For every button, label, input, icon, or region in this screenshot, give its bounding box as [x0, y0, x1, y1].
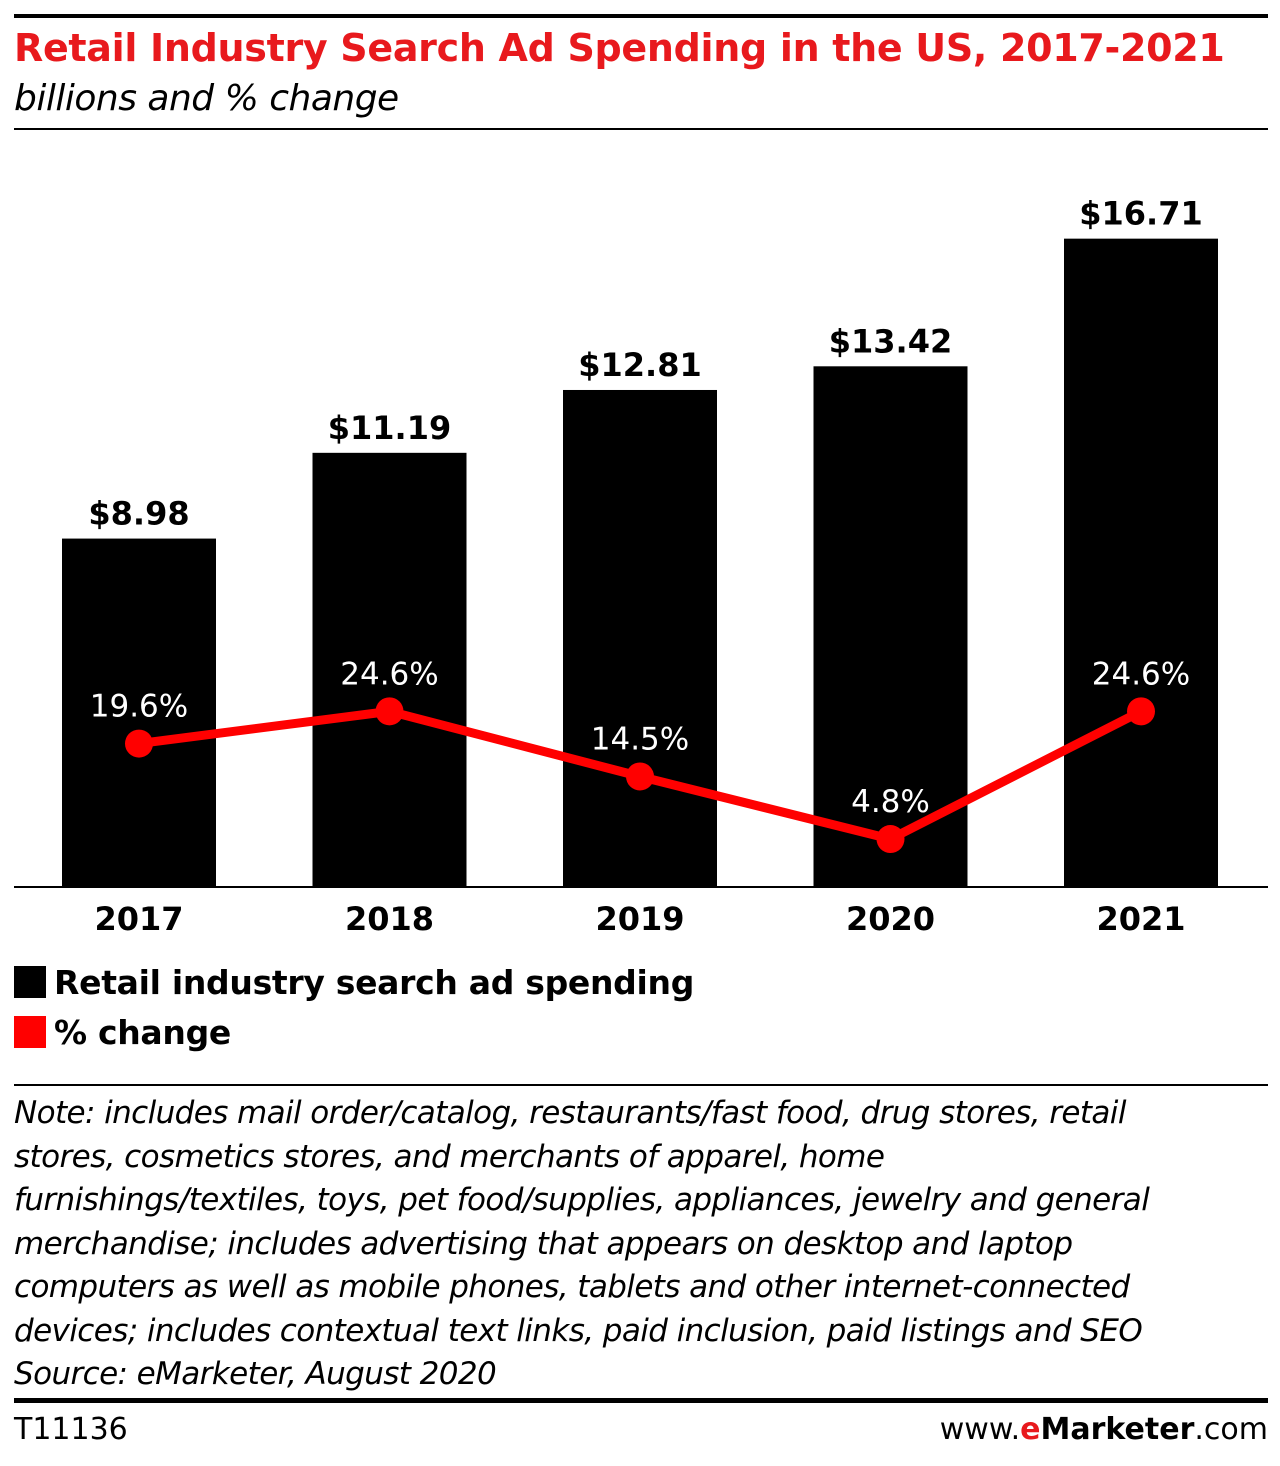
bar	[813, 366, 968, 887]
percent-change-label: 19.6%	[90, 689, 188, 725]
x-tick-label: 2017	[94, 900, 183, 938]
percent-change-label: 4.8%	[851, 784, 930, 820]
chart-subtitle: billions and % change	[14, 78, 399, 119]
bar	[563, 389, 717, 887]
chart-id: T11136	[14, 1412, 128, 1447]
x-tick-label: 2018	[345, 900, 434, 938]
percent-change-label: 14.5%	[591, 721, 689, 757]
legend-swatch-change	[14, 1016, 46, 1048]
bar-line-chart: $8.98 2017 $11.19 2018 $12.81 2019 $13.42 2020 $…	[14, 195, 1268, 938]
note-rule	[14, 1084, 1268, 1086]
bar-value-label: $11.19	[328, 409, 451, 447]
note-line: computers as well as mobile phones, tabl…	[14, 1269, 1130, 1305]
header-rule	[14, 128, 1268, 130]
percent-change-point	[1127, 697, 1155, 726]
percent-change-point	[626, 762, 654, 791]
x-tick-label: 2019	[595, 900, 684, 938]
bar-value-label: $12.81	[578, 346, 701, 384]
bar	[1064, 238, 1218, 888]
percent-change-point	[375, 697, 404, 726]
legend-item-change: % change	[14, 1012, 231, 1052]
legend-swatch-spending	[14, 966, 46, 998]
percent-change-label: 24.6%	[340, 656, 438, 692]
chart-title: Retail Industry Search Ad Spending in th…	[14, 26, 1225, 70]
bar	[312, 452, 467, 887]
percent-change-point	[876, 825, 905, 854]
brand-name: Marketer	[1040, 1412, 1195, 1447]
footer-rule	[14, 1398, 1268, 1403]
top-rule	[14, 14, 1268, 18]
source-line: Source: eMarketer, August 2020	[14, 1356, 497, 1392]
brand-url[interactable]: www.eMarketer.com	[940, 1410, 1268, 1450]
legend-item-spending: Retail industry search ad spending	[14, 962, 694, 1002]
bar-value-label: $13.42	[829, 322, 952, 360]
bar	[62, 538, 216, 887]
legend-label-change: % change	[54, 1012, 231, 1052]
brand-prefix: www.	[939, 1412, 1021, 1447]
brand-suffix: .com	[1194, 1412, 1268, 1447]
note-line: Note: includes mail order/catalog, resta…	[14, 1095, 1126, 1131]
percent-change-label: 24.6%	[1092, 656, 1190, 692]
note-line: devices; includes contextual text links,…	[14, 1312, 1143, 1349]
note-line: stores, cosmetics stores, and merchants …	[14, 1138, 885, 1175]
note-line: merchandise; includes advertising that a…	[14, 1225, 1073, 1262]
x-tick-label: 2020	[846, 900, 935, 938]
bar-value-label: $16.71	[1079, 195, 1202, 233]
chart-note: Note: includes mail order/catalog, resta…	[14, 1092, 1268, 1397]
x-tick-label: 2021	[1096, 900, 1185, 938]
bar-value-label: $8.98	[88, 495, 189, 533]
bars-group	[62, 238, 1218, 888]
legend-label-spending: Retail industry search ad spending	[54, 962, 695, 1002]
percent-change-point	[125, 729, 153, 758]
brand-e: e	[1020, 1412, 1041, 1447]
note-line: furnishings/textiles, toys, pet food/sup…	[14, 1182, 1150, 1218]
